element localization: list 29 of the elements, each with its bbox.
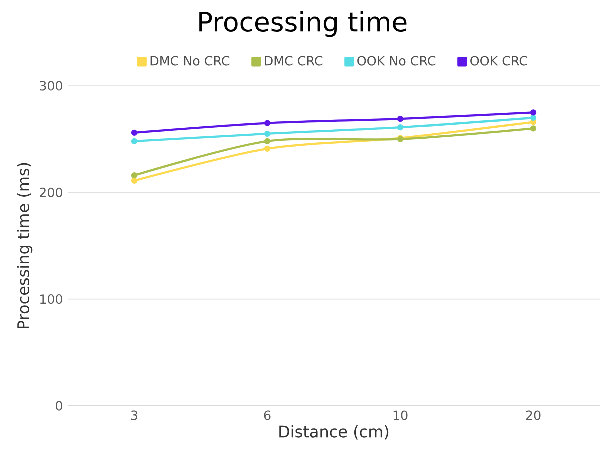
legend-label: OOK CRC [470, 56, 528, 66]
x-tick-label: 3 [131, 410, 138, 420]
point [264, 138, 271, 145]
point [397, 116, 404, 122]
y-tick-label: 200 [40, 188, 62, 198]
point [264, 146, 271, 152]
y-tick-label: 0 [56, 401, 62, 411]
x-tick-label: 6 [264, 410, 271, 420]
point [131, 178, 138, 184]
point [397, 124, 404, 131]
point [131, 172, 138, 179]
legend-label: DMC CRC [265, 56, 323, 66]
x-tick-label: 20 [526, 410, 541, 420]
point [131, 138, 138, 145]
y-tick-label: 300 [40, 81, 62, 91]
point [131, 130, 138, 136]
point [530, 119, 537, 126]
x-tick-label: 10 [394, 410, 408, 420]
point [530, 110, 537, 116]
point [530, 126, 537, 132]
chart-title: Processing time [200, 11, 407, 38]
y-axis-title: Processing time (ms) [17, 163, 33, 329]
y-tick-label: 100 [40, 294, 62, 304]
legend-label: OOK No CRC [358, 56, 436, 66]
x-axis-title: Distance (cm) [280, 425, 389, 440]
point [530, 114, 537, 122]
legend-label: DMC No CRC [150, 56, 230, 66]
point [264, 130, 271, 138]
point [264, 120, 271, 126]
